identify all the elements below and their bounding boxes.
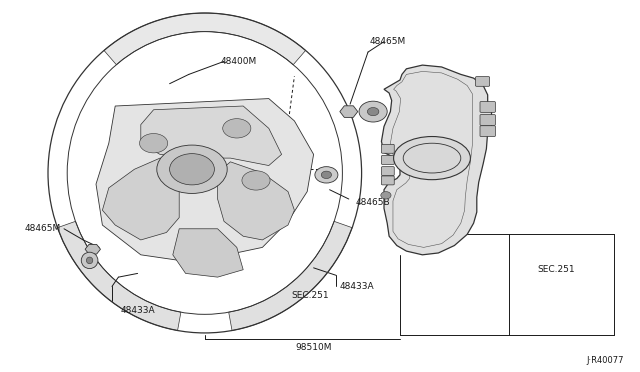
FancyBboxPatch shape — [381, 144, 394, 153]
Ellipse shape — [157, 145, 227, 193]
Ellipse shape — [81, 252, 98, 269]
FancyBboxPatch shape — [476, 77, 490, 86]
Ellipse shape — [242, 171, 270, 190]
Text: 98510M: 98510M — [295, 343, 332, 352]
Ellipse shape — [223, 119, 251, 138]
Text: J·R40077: J·R40077 — [586, 356, 624, 365]
Text: 48400M: 48400M — [221, 57, 257, 66]
Ellipse shape — [86, 257, 93, 264]
Ellipse shape — [367, 108, 379, 116]
FancyBboxPatch shape — [381, 176, 394, 185]
Polygon shape — [218, 162, 294, 240]
FancyBboxPatch shape — [480, 102, 495, 112]
FancyBboxPatch shape — [381, 167, 394, 176]
Polygon shape — [173, 229, 243, 277]
FancyBboxPatch shape — [480, 126, 495, 137]
Ellipse shape — [170, 154, 214, 185]
Polygon shape — [102, 158, 186, 240]
Polygon shape — [141, 106, 282, 166]
Polygon shape — [340, 106, 358, 118]
FancyBboxPatch shape — [480, 115, 495, 125]
Ellipse shape — [381, 192, 391, 199]
Ellipse shape — [140, 134, 168, 153]
Ellipse shape — [394, 137, 470, 180]
Ellipse shape — [315, 167, 338, 183]
Text: SEC.251: SEC.251 — [538, 265, 575, 274]
Polygon shape — [228, 221, 352, 330]
Ellipse shape — [359, 101, 387, 122]
Text: 48433A: 48433A — [120, 306, 155, 315]
Polygon shape — [85, 244, 100, 254]
Text: NISSAN: NISSAN — [422, 155, 442, 161]
Text: 48465M: 48465M — [369, 37, 405, 46]
Polygon shape — [58, 221, 181, 330]
Polygon shape — [381, 65, 492, 255]
Text: 48465B: 48465B — [355, 198, 390, 207]
FancyBboxPatch shape — [381, 155, 394, 164]
Text: SEC.251: SEC.251 — [291, 291, 329, 300]
Ellipse shape — [321, 171, 332, 179]
Text: 48465M: 48465M — [24, 224, 61, 233]
Polygon shape — [96, 99, 314, 262]
Polygon shape — [104, 13, 305, 65]
Text: 48433A: 48433A — [339, 282, 374, 291]
